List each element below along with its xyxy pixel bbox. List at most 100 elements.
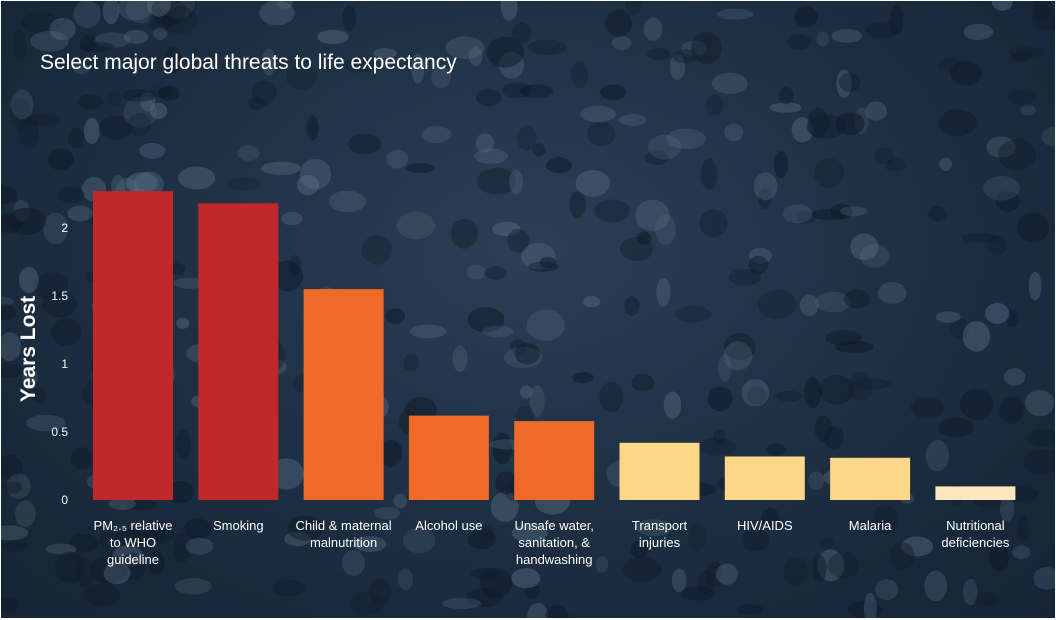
- texture-blob: [757, 289, 797, 320]
- texture-blob: [729, 268, 762, 286]
- texture-blob: [819, 537, 834, 549]
- texture-blob: [594, 199, 631, 223]
- texture-blob: [546, 157, 572, 174]
- category-label-line: Child & maternal: [296, 518, 392, 533]
- texture-blob: [716, 563, 738, 585]
- texture-blob: [12, 30, 28, 62]
- texture-blob: [343, 58, 375, 73]
- bars: [93, 191, 1016, 501]
- category-label-line: guideline: [107, 552, 159, 567]
- texture-blob: [863, 593, 877, 618]
- category-label-line: to WHO: [110, 535, 156, 550]
- category-label-line: handwashing: [516, 552, 593, 567]
- texture-blob: [50, 318, 82, 347]
- texture-blob: [625, 1, 643, 16]
- texture-blob: [595, 556, 609, 574]
- category-label-line: HIV/AIDS: [737, 518, 793, 533]
- texture-blob: [72, 63, 90, 75]
- texture-blob: [299, 158, 332, 190]
- texture-blob: [1011, 50, 1032, 62]
- texture-blob: [22, 369, 39, 385]
- texture-blob: [374, 506, 400, 520]
- texture-blob: [26, 414, 66, 432]
- texture-blob: [259, 1, 295, 26]
- texture-blob: [6, 473, 31, 499]
- texture-blob: [950, 60, 982, 86]
- texture-blob: [814, 415, 832, 442]
- texture-blob: [142, 526, 169, 542]
- texture-blob: [741, 379, 770, 407]
- texture-blob: [927, 205, 947, 222]
- texture-blob: [177, 166, 216, 190]
- texture-blob: [987, 235, 1007, 256]
- bar: [408, 415, 489, 500]
- texture-blob: [817, 549, 845, 582]
- texture-blob: [1027, 428, 1055, 447]
- texture-blob: [288, 255, 302, 275]
- texture-blob: [1, 454, 23, 481]
- texture-blob: [985, 302, 1010, 324]
- texture-blob: [99, 115, 133, 140]
- texture-blob: [113, 528, 150, 546]
- texture-blob: [386, 150, 409, 169]
- texture-blob: [470, 567, 501, 580]
- texture-blob: [248, 96, 265, 111]
- texture-blob: [174, 578, 212, 595]
- texture-blob: [1028, 271, 1042, 301]
- texture-blob: [98, 531, 117, 549]
- texture-blob: [176, 317, 190, 329]
- texture-blob: [58, 186, 85, 204]
- texture-blob: [490, 491, 519, 523]
- texture-blob: [1, 363, 23, 378]
- texture-blob: [1031, 8, 1055, 31]
- texture-blob: [526, 309, 565, 341]
- texture-blob: [520, 84, 553, 99]
- texture-blob: [782, 204, 813, 224]
- category-label-line: Transport: [632, 518, 688, 533]
- texture-blob: [963, 578, 978, 606]
- texture-blob: [385, 308, 406, 325]
- y-tick-label: 2: [61, 221, 68, 235]
- texture-blob: [643, 17, 663, 41]
- texture-blob: [276, 1, 293, 9]
- texture-blob: [70, 447, 93, 470]
- texture-blob: [939, 157, 952, 171]
- texture-blob: [482, 325, 514, 338]
- texture-blob: [711, 72, 748, 94]
- texture-blob: [600, 84, 627, 101]
- texture-blob: [975, 592, 999, 607]
- texture-blob: [94, 32, 130, 48]
- texture-blob: [572, 372, 594, 384]
- texture-blob: [746, 386, 767, 405]
- texture-blob: [406, 163, 435, 174]
- y-tick-label: 1.5: [51, 289, 68, 303]
- texture-blob: [850, 233, 879, 261]
- texture-blob: [814, 158, 845, 189]
- texture-blob: [647, 48, 671, 61]
- category-label-line: Nutritional: [946, 518, 1005, 533]
- texture-blob: [705, 561, 724, 588]
- texture-blob: [520, 385, 533, 399]
- texture-blob: [83, 583, 121, 607]
- category-label-line: Malaria: [849, 518, 892, 533]
- texture-blob: [827, 552, 860, 579]
- texture-blob: [1033, 566, 1055, 590]
- texture-blob: [963, 23, 993, 40]
- texture-blob: [342, 4, 357, 32]
- texture-blob: [126, 499, 158, 510]
- texture-blob: [349, 592, 384, 616]
- texture-blob: [988, 544, 1010, 572]
- texture-blob: [1016, 212, 1049, 243]
- texture-blob: [511, 22, 532, 44]
- texture-blob: [286, 65, 317, 90]
- texture-blob: [353, 536, 387, 552]
- texture-blob: [875, 147, 895, 165]
- texture-blob: [475, 89, 502, 106]
- texture-blob: [517, 125, 537, 151]
- texture-blob: [758, 187, 772, 209]
- texture-blob: [262, 48, 276, 76]
- texture-blob: [475, 133, 494, 153]
- texture-blob: [877, 281, 907, 304]
- texture-blob: [748, 255, 769, 275]
- bar: [93, 191, 173, 500]
